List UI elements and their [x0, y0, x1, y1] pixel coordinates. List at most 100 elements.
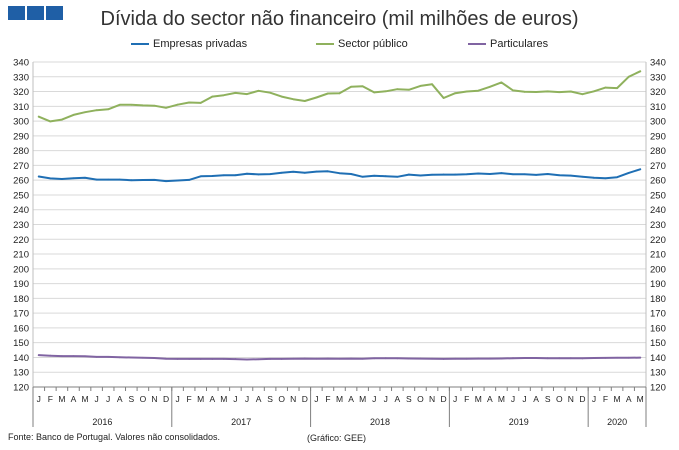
series-line-1	[37, 70, 642, 123]
x-tick-label: F	[187, 394, 192, 404]
x-tick-label: M	[614, 394, 621, 404]
data-point-0	[95, 178, 98, 181]
data-point-2	[593, 357, 595, 359]
y-tick-label-left: 240	[13, 205, 29, 216]
year-label: 2016	[92, 417, 112, 427]
data-point-2	[176, 358, 179, 360]
data-point-1	[199, 102, 202, 104]
data-point-0	[581, 175, 584, 178]
source-note: Fonte: Banco de Portugal. Valores não co…	[8, 432, 220, 442]
data-point-0	[327, 170, 329, 173]
data-point-2	[130, 356, 133, 359]
x-tick-label: A	[394, 394, 400, 404]
y-tick-label-right: 270	[650, 161, 666, 172]
data-point-2	[477, 357, 480, 360]
y-tick-label-left: 150	[13, 338, 29, 349]
x-tick-label: J	[175, 394, 179, 404]
y-tick-label-right: 260	[650, 176, 666, 187]
data-point-0	[639, 168, 642, 171]
data-point-0	[37, 175, 40, 178]
data-point-1	[222, 94, 225, 97]
data-point-0	[442, 173, 445, 176]
data-point-1	[130, 103, 133, 106]
data-point-2	[338, 357, 341, 360]
x-tick-label: M	[220, 394, 227, 404]
data-point-2	[546, 357, 549, 360]
data-point-2	[616, 356, 618, 359]
data-point-1	[593, 90, 595, 93]
y-tick-label-right: 330	[650, 72, 666, 83]
x-tick-label: F	[48, 394, 53, 404]
x-tick-label: O	[417, 394, 424, 404]
data-point-2	[488, 357, 491, 360]
legend-label: Empresas privadas	[153, 38, 248, 50]
data-point-2	[222, 358, 225, 360]
legend-item: Particulares	[468, 38, 548, 50]
y-tick-label-right: 120	[650, 383, 666, 394]
data-point-2	[246, 358, 248, 361]
data-point-1	[280, 95, 283, 98]
x-tick-label: A	[209, 394, 215, 404]
data-point-0	[280, 171, 283, 174]
data-point-2	[558, 357, 561, 360]
y-tick-label-right: 200	[650, 264, 666, 275]
data-point-2	[257, 358, 260, 361]
data-point-1	[246, 93, 248, 95]
x-tick-label: A	[533, 394, 539, 404]
data-point-2	[512, 357, 514, 360]
data-point-2	[211, 358, 214, 360]
data-point-1	[107, 108, 110, 111]
data-point-0	[199, 175, 202, 178]
data-point-0	[523, 173, 526, 176]
x-tick-label: M	[498, 394, 505, 404]
x-tick-label: J	[94, 394, 98, 404]
x-tick-label: F	[325, 394, 330, 404]
data-point-0	[176, 179, 179, 182]
data-point-1	[604, 86, 607, 89]
data-point-1	[176, 103, 179, 106]
data-point-2	[303, 357, 306, 360]
data-point-2	[188, 358, 191, 360]
x-tick-label: M	[359, 394, 366, 404]
y-tick-label-right: 250	[650, 190, 666, 201]
data-point-2	[535, 357, 538, 359]
data-point-1	[327, 92, 329, 95]
data-point-1	[454, 92, 457, 95]
legend-swatch	[316, 43, 334, 45]
x-tick-label: A	[71, 394, 77, 404]
y-tick-label-left: 140	[13, 353, 29, 364]
data-point-1	[523, 90, 526, 93]
data-point-2	[72, 355, 75, 358]
x-tick-label: J	[37, 394, 41, 404]
data-point-1	[477, 89, 480, 92]
x-tick-label: N	[429, 394, 435, 404]
data-point-0	[477, 172, 480, 175]
data-point-2	[639, 356, 642, 359]
data-point-0	[49, 177, 52, 180]
x-tick-label: M	[475, 394, 482, 404]
x-tick-label: O	[278, 394, 285, 404]
y-tick-label-right: 320	[650, 87, 666, 98]
data-point-0	[350, 173, 352, 175]
data-point-0	[373, 174, 376, 177]
data-point-0	[107, 178, 110, 181]
y-tick-label-left: 280	[13, 146, 29, 157]
data-point-2	[419, 357, 422, 360]
data-point-0	[269, 173, 272, 176]
y-tick-label-left: 340	[13, 58, 29, 69]
data-point-2	[107, 355, 110, 358]
data-point-0	[384, 175, 387, 178]
data-point-1	[153, 104, 156, 107]
y-tick-label-left: 300	[13, 117, 29, 128]
y-tick-label-left: 220	[13, 235, 29, 246]
data-point-0	[257, 173, 260, 176]
legend-item: Empresas privadas	[131, 38, 247, 50]
y-tick-label-right: 240	[650, 205, 666, 216]
y-tick-label-left: 310	[13, 102, 29, 113]
x-tick-label: D	[302, 394, 308, 404]
y-tick-label-left: 190	[13, 279, 29, 290]
data-point-0	[546, 173, 549, 175]
data-point-2	[384, 357, 387, 360]
data-point-1	[84, 111, 86, 114]
x-tick-label: J	[106, 394, 110, 404]
